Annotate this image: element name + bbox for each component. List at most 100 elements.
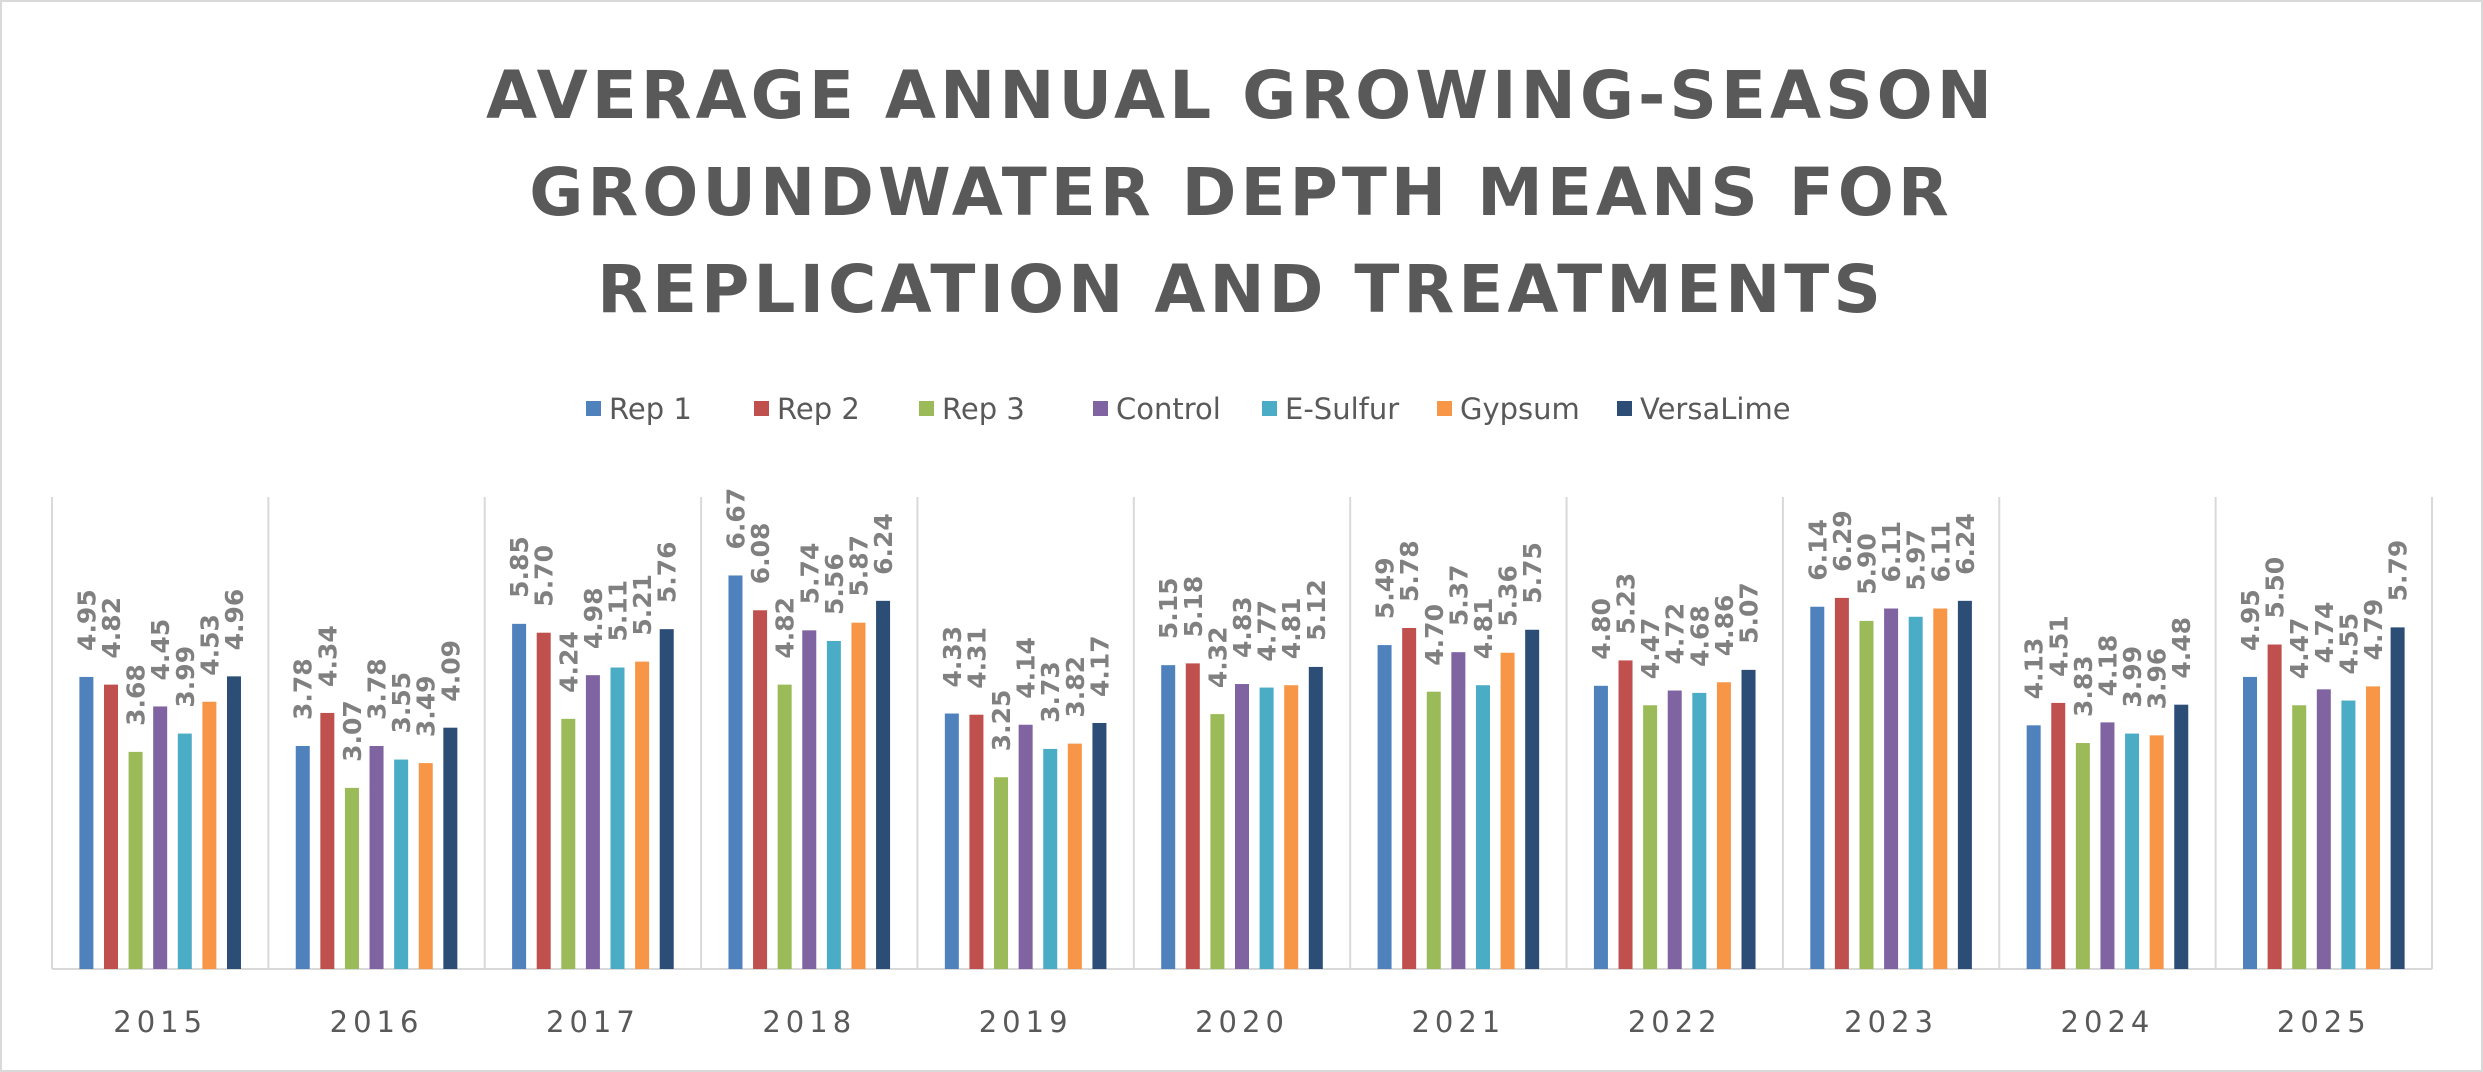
bar-e-sulfur-2020 <box>1259 687 1274 969</box>
data-label: 5.76 <box>653 541 682 603</box>
title-line-2: GROUNDWATER DEPTH MEANS FOR <box>529 154 1953 231</box>
bar-versalime-2023 <box>1957 600 1972 969</box>
bar-rep-2-2024 <box>2051 702 2066 969</box>
bar-versalime-2015 <box>226 676 241 969</box>
bar-versalime-2020 <box>1308 666 1323 969</box>
data-label: 6.08 <box>746 523 775 585</box>
bar-rep-2-2025 <box>2267 644 2282 969</box>
data-label: 6.24 <box>869 513 898 575</box>
bar-rep-3-2015 <box>128 751 143 969</box>
data-label: 4.72 <box>1661 603 1690 665</box>
bar-e-sulfur-2018 <box>826 640 841 969</box>
bar-rep-1-2018 <box>728 575 743 969</box>
legend-item-rep-3: Rep 3 <box>919 392 1025 426</box>
bar-gypsum-2018 <box>851 622 866 969</box>
data-label: 6.29 <box>1828 510 1857 572</box>
bar-rep-3-2017 <box>561 718 576 969</box>
bar-rep-2-2016 <box>320 712 335 969</box>
bar-rep-3-2024 <box>2075 743 2090 969</box>
legend-label: Rep 2 <box>777 392 860 426</box>
data-label: 3.25 <box>987 690 1016 752</box>
data-label: 3.82 <box>1061 656 1090 718</box>
bar-e-sulfur-2025 <box>2341 700 2356 969</box>
data-label: 4.81 <box>1277 598 1306 660</box>
data-label: 4.95 <box>2236 589 2265 651</box>
legend-label: VersaLime <box>1640 392 1791 426</box>
bar-gypsum-2025 <box>2366 686 2381 969</box>
data-label: 6.11 <box>1877 521 1906 583</box>
data-label: 4.09 <box>436 640 465 702</box>
bar-gypsum-2016 <box>418 763 433 969</box>
bar-gypsum-2019 <box>1067 743 1082 969</box>
data-label: 5.21 <box>628 574 657 636</box>
data-label: 5.78 <box>1395 540 1424 602</box>
bar-rep-2-2021 <box>1402 627 1417 969</box>
data-label: 4.32 <box>1203 626 1232 688</box>
data-label: 3.73 <box>1036 661 1065 723</box>
legend-item-rep-2: Rep 2 <box>754 392 860 426</box>
data-label: 5.49 <box>1371 557 1400 619</box>
data-label: 4.95 <box>72 589 101 651</box>
legend-swatch <box>586 401 601 416</box>
bar-rep-1-2023 <box>1810 606 1825 969</box>
bar-versalime-2025 <box>2390 627 2405 969</box>
data-label: 3.83 <box>2069 655 2098 717</box>
bar-rep-2-2020 <box>1185 663 1200 969</box>
data-label: 4.17 <box>1085 635 1114 697</box>
bar-gypsum-2021 <box>1500 652 1515 969</box>
bar-gypsum-2023 <box>1933 608 1948 969</box>
legend-label: Gypsum <box>1460 392 1580 426</box>
bar-versalime-2024 <box>2174 704 2189 969</box>
legend-label: Rep 1 <box>609 392 692 426</box>
data-label: 4.96 <box>220 589 249 651</box>
bar-rep-1-2022 <box>1593 685 1608 969</box>
bar-versalime-2022 <box>1741 669 1756 969</box>
bar-rep-2-2019 <box>969 714 984 969</box>
bar-rep-1-2025 <box>2243 676 2258 969</box>
bar-gypsum-2020 <box>1284 685 1299 969</box>
bar-versalime-2016 <box>443 727 458 969</box>
bar-rep-3-2018 <box>777 684 792 969</box>
legend-item-e-sulfur: E-Sulfur <box>1262 392 1399 426</box>
data-label: 5.36 <box>1494 565 1523 627</box>
bar-rep-2-2018 <box>753 610 768 969</box>
data-label: 3.99 <box>2118 646 2147 708</box>
data-label: 4.24 <box>554 631 583 693</box>
bar-rep-3-2023 <box>1859 620 1874 969</box>
data-label: 4.82 <box>771 597 800 659</box>
legend-label: Rep 3 <box>942 392 1025 426</box>
legend: Rep 1 Rep 2 Rep 3 Control E-Sulfur Gypsum Vers… <box>586 392 1791 426</box>
x-axis-tick-labels: 2015 2016 2017 2018 2019 2020 2021 2022 2023 2024… <box>113 1005 2365 1039</box>
data-label: 4.86 <box>1710 595 1739 657</box>
bar-control-2018 <box>802 630 817 969</box>
bar-gypsum-2022 <box>1716 682 1731 969</box>
bar-control-2023 <box>1884 608 1899 969</box>
data-label: 3.99 <box>171 646 200 708</box>
bars <box>79 575 2405 969</box>
category-label-2015: 2015 <box>113 1005 207 1039</box>
bar-rep-1-2020 <box>1161 665 1176 969</box>
bar-rep-3-2022 <box>1643 705 1658 969</box>
data-label: 6.11 <box>1926 521 1955 583</box>
bar-rep-2-2023 <box>1834 597 1849 969</box>
data-label: 4.74 <box>2310 602 2339 664</box>
data-label: 4.47 <box>1636 618 1665 680</box>
data-label: 3.96 <box>2143 648 2172 710</box>
bar-versalime-2017 <box>659 629 674 969</box>
bar-e-sulfur-2024 <box>2125 733 2140 969</box>
category-label-2023: 2023 <box>1844 1005 1938 1039</box>
bar-rep-3-2021 <box>1426 691 1441 969</box>
legend-label: Control <box>1116 392 1221 426</box>
legend-swatch <box>754 401 769 416</box>
data-label: 5.90 <box>1852 533 1881 595</box>
data-label: 5.23 <box>1612 573 1641 635</box>
data-label: 4.80 <box>1587 598 1616 660</box>
data-label: 4.33 <box>938 626 967 688</box>
bar-control-2024 <box>2100 722 2115 969</box>
data-label: 5.11 <box>604 580 633 642</box>
title-line-1: AVERAGE ANNUAL GROWING-SEASON <box>486 57 1996 134</box>
data-label: 6.14 <box>1803 519 1832 581</box>
bar-rep-1-2024 <box>2026 725 2041 969</box>
data-label: 4.55 <box>2334 613 2363 675</box>
